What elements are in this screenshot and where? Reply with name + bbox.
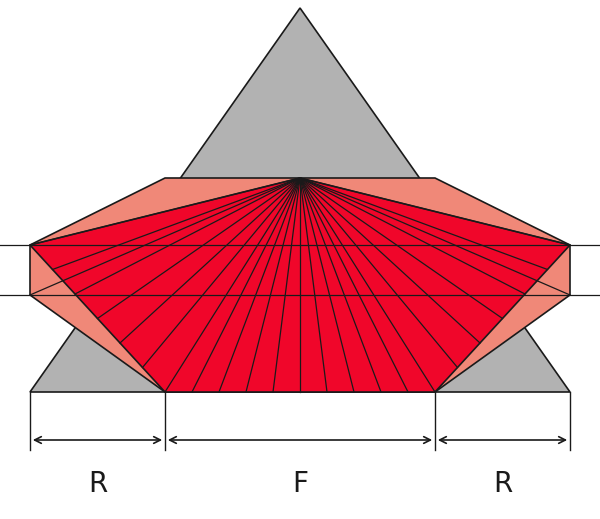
- Polygon shape: [30, 8, 570, 392]
- Text: R: R: [493, 470, 512, 498]
- Text: F: F: [292, 470, 308, 498]
- Polygon shape: [30, 178, 570, 392]
- Text: R: R: [88, 470, 107, 498]
- Polygon shape: [30, 178, 570, 392]
